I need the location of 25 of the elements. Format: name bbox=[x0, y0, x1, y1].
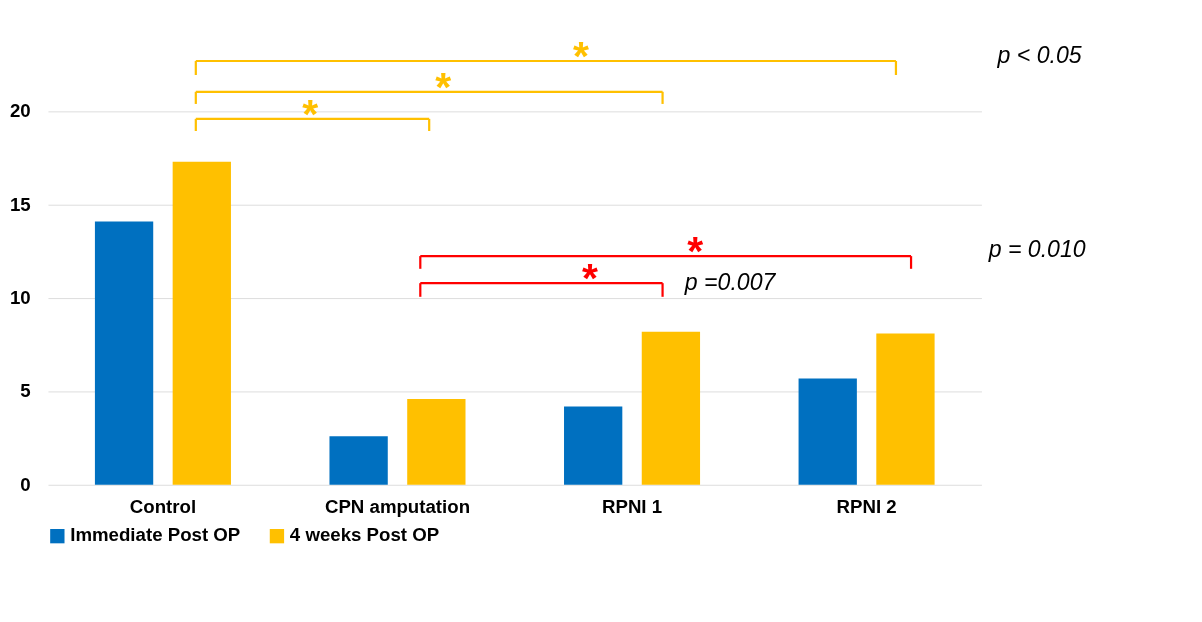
bar bbox=[94, 221, 154, 485]
annotation: * bbox=[302, 90, 319, 137]
y-tick-label: 10 bbox=[9, 286, 31, 308]
bar bbox=[876, 333, 935, 485]
annotation: * bbox=[581, 255, 598, 302]
bar bbox=[641, 331, 701, 485]
x-tick-label: Control bbox=[129, 495, 197, 517]
text: p = 0.010 bbox=[987, 235, 1086, 262]
text: * bbox=[435, 63, 452, 110]
text: * bbox=[572, 32, 589, 79]
x-tick-label: CPN amputation bbox=[324, 495, 471, 517]
y-tick-label: 20 bbox=[9, 100, 31, 122]
y-tick-label: 15 bbox=[9, 193, 31, 215]
text: p < 0.05 bbox=[996, 41, 1082, 68]
y-tick-label: 0 bbox=[20, 473, 31, 495]
legend-label: Immediate Post OP bbox=[70, 524, 241, 546]
x-tick-label: RPNI 2 bbox=[836, 495, 897, 517]
bar bbox=[564, 406, 623, 485]
bar bbox=[407, 398, 466, 485]
bar bbox=[798, 378, 857, 485]
y-tick-label: 5 bbox=[20, 380, 31, 402]
bar bbox=[329, 436, 388, 485]
bar bbox=[172, 161, 231, 485]
x-tick-label: RPNI 1 bbox=[601, 495, 663, 517]
legend-label: 4 weeks Post OP bbox=[289, 524, 440, 546]
